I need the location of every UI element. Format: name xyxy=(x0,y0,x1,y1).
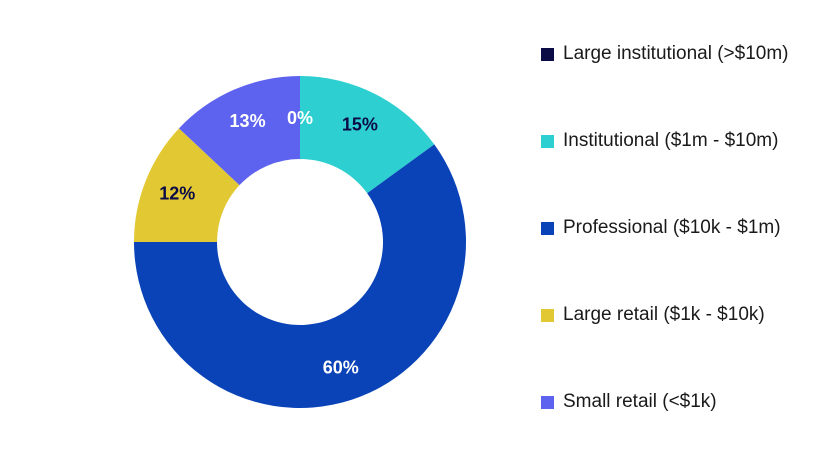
legend-item: Large retail ($1k - $10k) xyxy=(541,301,821,329)
legend-label: Small retail (<$1k) xyxy=(563,391,717,412)
legend-swatch xyxy=(541,395,554,409)
slice-label: 15% xyxy=(342,114,378,134)
legend-swatch xyxy=(541,47,554,61)
slice-label: 0% xyxy=(287,108,313,128)
legend-swatch xyxy=(541,308,554,322)
donut-slice xyxy=(134,144,466,409)
legend-label: Large retail ($1k - $10k) xyxy=(563,304,765,325)
donut-slice xyxy=(134,128,240,242)
legend-label: Institutional ($1m - $10m) xyxy=(563,130,779,151)
donut-chart: 0% 15% 60% 12% 13% xyxy=(134,76,466,409)
slice-label: 12% xyxy=(159,183,195,203)
legend-item: Professional ($10k - $1m) xyxy=(541,214,821,242)
legend-item: Large institutional (>$10m) xyxy=(541,40,821,68)
slice-label: 60% xyxy=(323,358,359,378)
chart-container: 0% 15% 60% 12% 13% Large institutional (>$10… xyxy=(134,43,789,412)
legend-item: Institutional ($1m - $10m) xyxy=(541,127,821,155)
donut-slice xyxy=(300,76,435,194)
legend-label: Professional ($10k - $1m) xyxy=(563,217,781,238)
legend-swatch xyxy=(541,134,554,148)
legend-label: Large institutional (>$10m) xyxy=(563,43,789,64)
legend-item: Small retail (<$1k) xyxy=(541,388,821,416)
legend: Large institutional (>$10m) Institutiona… xyxy=(541,40,821,475)
legend-swatch xyxy=(541,221,554,235)
donut-slice xyxy=(178,76,300,186)
slice-label: 13% xyxy=(230,111,266,131)
